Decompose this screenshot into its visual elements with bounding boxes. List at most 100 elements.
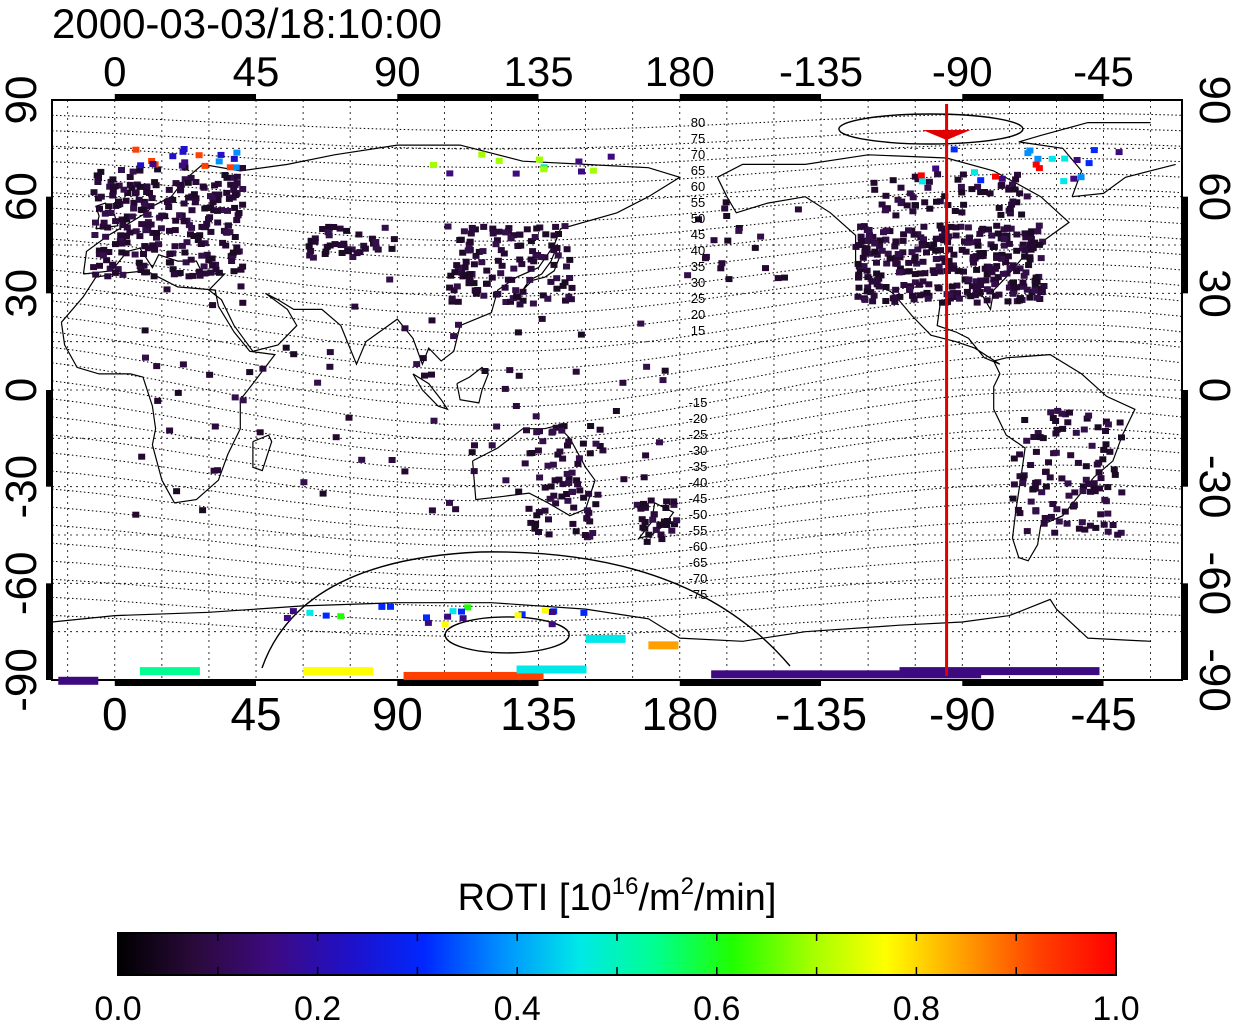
roti-cell (585, 509, 593, 516)
roti-cell (924, 184, 932, 191)
roti-cell (981, 189, 988, 195)
roti-cell (197, 241, 205, 247)
roti-cell (450, 287, 458, 294)
roti-cell (933, 198, 940, 205)
roti-cell (873, 270, 881, 277)
roti-cell (165, 197, 173, 204)
roti-cell (1047, 409, 1055, 416)
roti-cell (512, 287, 520, 294)
x-tick-top: -90 (932, 48, 993, 95)
roti-cell (169, 153, 177, 160)
roti-cell (921, 270, 929, 277)
roti-cell (945, 257, 953, 264)
roti-cell (965, 234, 973, 241)
roti-cell (492, 241, 500, 248)
roti-cell (774, 275, 782, 282)
roti-cell (1034, 430, 1042, 436)
roti-cell (993, 254, 1001, 261)
roti-cell (997, 211, 1005, 218)
roti-cell (1100, 446, 1108, 453)
contour-label-north: 40 (691, 243, 705, 258)
roti-cell (468, 224, 476, 231)
roti-cell (945, 233, 953, 240)
roti-cell (137, 267, 145, 273)
roti-cell (290, 351, 298, 358)
roti-cell (1109, 522, 1117, 528)
contour-line (51, 188, 1183, 224)
x-tick-bottom: 180 (641, 688, 718, 740)
roti-cell (388, 245, 396, 252)
roti-cell (533, 512, 541, 519)
contour-label-north: 75 (691, 131, 705, 146)
roti-cell (94, 179, 102, 185)
y-tick-right: 60 (1190, 172, 1239, 221)
roti-cell (1072, 429, 1080, 436)
roti-cell (668, 527, 676, 534)
roti-cell (136, 183, 144, 190)
roti-cell (995, 204, 1003, 211)
roti-cell (581, 532, 589, 538)
roti-cell (855, 284, 863, 291)
roti-cell (555, 476, 563, 483)
roti-cell (190, 191, 198, 198)
roti-cell (534, 447, 542, 454)
roti-cell (643, 363, 651, 370)
roti-cell (124, 190, 132, 196)
roti-cell (1035, 222, 1043, 229)
roti-cell (154, 397, 162, 404)
roti-cell (1003, 224, 1011, 231)
roti-cell (894, 251, 902, 257)
roti-cell (185, 273, 193, 280)
x-axis-top-labels: 0 45 90 135 180 -135 -90 -45 (103, 48, 1134, 95)
roti-cell (325, 232, 333, 239)
roti-cell (911, 253, 919, 260)
roti-cell (472, 252, 480, 259)
roti-cell (998, 251, 1006, 258)
roti-cell (497, 270, 505, 277)
roti-cell (882, 227, 890, 234)
x-tick-bottom: 135 (500, 688, 577, 740)
roti-cell (871, 186, 879, 193)
roti-cell (198, 252, 206, 259)
roti-cell (144, 222, 152, 229)
contour-label-south: -60 (689, 539, 708, 554)
roti-cell (952, 232, 960, 239)
coastline-greenland (1018, 122, 1176, 198)
y-axis-right-labels: 90 60 30 0 -30 -60 -90 (1190, 76, 1239, 712)
roti-cell (1022, 234, 1030, 241)
roti-cell (289, 608, 297, 615)
coastline-europe-asia (82, 144, 682, 366)
roti-cell (555, 231, 562, 237)
roti-cell (854, 260, 862, 267)
roti-cell (1060, 178, 1068, 185)
roti-cell (877, 272, 885, 279)
roti-cell (283, 615, 291, 621)
roti-cell (725, 276, 733, 283)
roti-cell (892, 238, 900, 245)
roti-cell (659, 377, 667, 384)
roti-cell (118, 167, 125, 173)
roti-cell (574, 481, 582, 488)
roti-cell (136, 233, 144, 240)
roti-cell (858, 223, 866, 230)
roti-cell (596, 426, 604, 433)
roti-cell (1032, 161, 1040, 168)
roti-cell (119, 271, 127, 278)
roti-cell (1009, 198, 1017, 205)
roti-cell (1000, 242, 1008, 249)
roti-cell (214, 197, 222, 204)
roti-cell (306, 609, 314, 616)
roti-cell (671, 521, 678, 528)
roti-band (648, 641, 679, 650)
roti-cell (199, 507, 207, 514)
contour-label-north: 15 (691, 323, 705, 338)
roti-cell (969, 254, 977, 261)
roti-cell (914, 246, 922, 253)
colorbar-tick-label: 1.0 (1092, 990, 1139, 1024)
roti-cell (140, 251, 147, 257)
roti-cell (936, 235, 944, 242)
roti-cell (954, 176, 962, 183)
roti-cell (1004, 298, 1012, 305)
roti-cell (1110, 466, 1118, 473)
